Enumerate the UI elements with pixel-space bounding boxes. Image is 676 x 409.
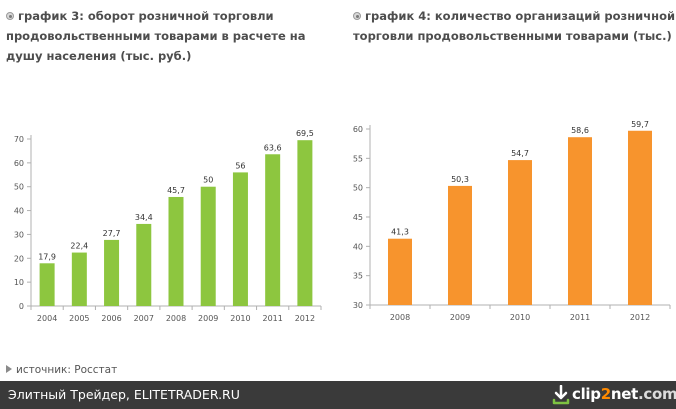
x-tick-label: 2009: [450, 313, 470, 322]
bar: [200, 186, 216, 306]
chart-title-right-text: график 4: количество организаций розничн…: [353, 9, 676, 43]
data-label: 58,6: [571, 126, 589, 135]
x-tick-label: 2012: [630, 313, 650, 322]
x-tick-label: 2008: [166, 314, 186, 323]
y-tick-label: 30: [14, 230, 24, 239]
bar: [388, 238, 412, 305]
x-tick-label: 2004: [37, 314, 57, 323]
y-tick-label: 40: [14, 207, 24, 216]
bar: [448, 185, 472, 305]
x-tick-label: 2012: [295, 314, 315, 323]
bar: [71, 252, 87, 306]
x-tick-label: 2008: [390, 313, 410, 322]
data-label: 54,7: [511, 149, 529, 158]
data-label: 50,3: [451, 175, 469, 184]
clip2net-brand[interactable]: clip2net.com: [572, 385, 676, 403]
x-tick-label: 2006: [101, 314, 121, 323]
x-tick-label: 2009: [198, 314, 218, 323]
bar: [568, 137, 592, 305]
y-tick-label: 40: [353, 242, 363, 251]
bar: [168, 196, 184, 306]
x-tick-label: 2005: [69, 314, 89, 323]
y-tick-label: 10: [14, 278, 24, 287]
y-tick-label: 50: [353, 184, 363, 193]
bar: [628, 130, 652, 305]
y-tick-label: 30: [353, 301, 363, 310]
x-tick-label: 2011: [570, 313, 590, 322]
y-tick-label: 60: [353, 125, 363, 134]
brand-tld: .com: [637, 385, 676, 403]
source-text: источник: Росстат: [16, 364, 118, 376]
y-tick-label: 50: [14, 183, 24, 192]
clip2net-logo-icon: [552, 385, 570, 405]
brand-prefix: clip: [572, 385, 601, 403]
footer-text: Элитный Трейдер, ELITETRADER.RU: [8, 387, 240, 402]
y-tick-label: 60: [14, 159, 24, 168]
data-label: 22,4: [70, 242, 88, 251]
bar: [265, 154, 281, 306]
x-tick-label: 2010: [510, 313, 530, 322]
y-tick-label: 70: [14, 135, 24, 144]
chart-retail-turnover-per-capita: 0 10 20 30 40 50 60 70 17,9 2004 22,4 2005 27,7 2006 3…: [14, 129, 322, 323]
bar: [232, 172, 248, 306]
data-label: 56: [235, 161, 245, 170]
bar: [136, 223, 152, 306]
data-label: 69,5: [296, 129, 314, 138]
data-label: 17,9: [38, 252, 56, 261]
y-tick-label: 35: [353, 272, 363, 281]
chart-title-right: график 4: количество организаций розничн…: [353, 6, 676, 46]
bar: [39, 263, 55, 306]
data-label: 34,4: [135, 213, 153, 222]
y-tick-label: 45: [353, 213, 363, 222]
chart-title-left: график 3: оборот розничной торговли прод…: [6, 6, 326, 66]
bullet-circle-icon: [6, 12, 14, 20]
x-tick-label: 2007: [134, 314, 154, 323]
y-tick-label: 0: [19, 302, 24, 311]
footer-bar: Элитный Трейдер, ELITETRADER.RU clip2net…: [0, 381, 676, 409]
bar: [508, 160, 532, 305]
brand-accent: 2: [600, 385, 611, 403]
data-label: 59,7: [631, 120, 649, 129]
chart-title-left-text: график 3: оборот розничной торговли прод…: [6, 9, 306, 63]
bullet-circle-icon: [353, 12, 361, 20]
data-label: 45,7: [167, 186, 185, 195]
x-tick-label: 2010: [230, 314, 250, 323]
data-label: 63,6: [264, 143, 282, 152]
data-label: 41,3: [391, 228, 409, 237]
y-tick-label: 20: [14, 254, 24, 263]
play-arrow-icon: [6, 365, 12, 373]
chart-retail-organizations-count: 30 35 40 45 50 55 60 41,3 2008 50,3 2009 54,7 2010 58…: [353, 120, 671, 322]
data-label: 50: [203, 176, 213, 185]
y-tick-label: 55: [353, 154, 363, 163]
x-tick-label: 2011: [262, 314, 282, 323]
source-note: источник: Росстат: [6, 364, 117, 376]
brand-name: net: [610, 385, 638, 403]
data-label: 27,7: [103, 229, 121, 238]
bar: [297, 140, 313, 306]
bar: [104, 239, 120, 306]
